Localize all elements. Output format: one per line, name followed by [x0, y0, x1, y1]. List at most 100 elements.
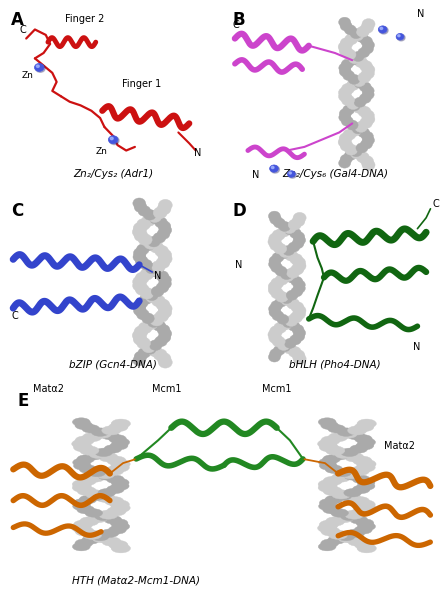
- Circle shape: [345, 453, 364, 462]
- Circle shape: [73, 443, 93, 452]
- Circle shape: [146, 290, 158, 301]
- Circle shape: [340, 21, 352, 31]
- Circle shape: [82, 530, 102, 539]
- Text: bHLH (Pho4-DNA): bHLH (Pho4-DNA): [289, 359, 381, 370]
- Circle shape: [271, 278, 284, 289]
- Circle shape: [293, 257, 306, 268]
- Circle shape: [147, 236, 160, 247]
- Circle shape: [319, 458, 336, 467]
- Circle shape: [287, 298, 300, 309]
- Circle shape: [95, 512, 112, 521]
- Circle shape: [276, 274, 289, 285]
- Circle shape: [321, 421, 339, 430]
- Circle shape: [354, 434, 372, 443]
- Circle shape: [91, 532, 109, 541]
- Circle shape: [318, 480, 337, 489]
- Circle shape: [339, 158, 351, 168]
- Circle shape: [350, 515, 367, 524]
- Circle shape: [358, 522, 375, 530]
- Circle shape: [291, 277, 303, 286]
- Circle shape: [293, 260, 306, 271]
- Circle shape: [292, 350, 305, 361]
- Circle shape: [158, 356, 172, 368]
- Circle shape: [111, 419, 130, 428]
- Circle shape: [157, 325, 170, 335]
- Circle shape: [107, 506, 126, 516]
- Circle shape: [270, 215, 282, 224]
- Circle shape: [288, 171, 295, 177]
- Circle shape: [111, 482, 129, 490]
- Circle shape: [340, 154, 352, 164]
- Circle shape: [156, 299, 170, 311]
- Circle shape: [279, 319, 292, 330]
- Circle shape: [158, 253, 172, 265]
- Circle shape: [107, 485, 124, 494]
- Circle shape: [150, 242, 164, 253]
- Circle shape: [132, 226, 146, 238]
- Circle shape: [356, 32, 368, 43]
- Circle shape: [292, 216, 305, 227]
- Circle shape: [268, 259, 280, 269]
- Circle shape: [277, 340, 290, 350]
- Circle shape: [337, 532, 355, 541]
- Circle shape: [323, 476, 342, 485]
- Circle shape: [345, 25, 356, 35]
- Circle shape: [89, 514, 108, 523]
- Circle shape: [332, 490, 351, 499]
- Circle shape: [356, 442, 374, 450]
- Circle shape: [133, 334, 147, 345]
- Circle shape: [288, 321, 300, 331]
- Circle shape: [157, 229, 170, 239]
- Circle shape: [362, 68, 375, 79]
- Circle shape: [142, 240, 154, 251]
- Circle shape: [271, 166, 280, 173]
- Circle shape: [339, 109, 351, 119]
- Circle shape: [277, 314, 289, 324]
- Circle shape: [72, 524, 91, 533]
- Circle shape: [158, 307, 172, 318]
- Circle shape: [133, 223, 147, 234]
- Circle shape: [155, 217, 168, 228]
- Circle shape: [343, 49, 356, 60]
- Circle shape: [151, 286, 164, 297]
- Circle shape: [352, 475, 370, 484]
- Circle shape: [362, 135, 375, 145]
- Circle shape: [340, 512, 358, 521]
- Circle shape: [353, 76, 366, 86]
- Circle shape: [79, 495, 97, 503]
- Text: N: N: [418, 9, 425, 19]
- Circle shape: [111, 478, 129, 487]
- Circle shape: [378, 26, 387, 33]
- Circle shape: [361, 36, 372, 46]
- Circle shape: [339, 133, 352, 144]
- Circle shape: [331, 451, 349, 460]
- Circle shape: [321, 436, 340, 445]
- Circle shape: [283, 317, 294, 328]
- Circle shape: [350, 147, 362, 157]
- Circle shape: [108, 136, 118, 143]
- Circle shape: [350, 497, 370, 506]
- Circle shape: [272, 311, 284, 321]
- Circle shape: [137, 218, 151, 230]
- Circle shape: [159, 225, 172, 235]
- Circle shape: [325, 465, 343, 473]
- Text: Zn₂/Cys₆ (Gal4-DNA): Zn₂/Cys₆ (Gal4-DNA): [282, 169, 388, 179]
- Text: C: C: [11, 311, 18, 321]
- Circle shape: [279, 342, 291, 352]
- Circle shape: [281, 271, 294, 281]
- Circle shape: [134, 305, 146, 316]
- Text: N: N: [194, 148, 201, 158]
- Circle shape: [362, 114, 375, 125]
- Circle shape: [319, 461, 337, 470]
- Circle shape: [356, 152, 369, 163]
- Circle shape: [107, 456, 126, 465]
- Circle shape: [270, 240, 283, 251]
- Circle shape: [285, 250, 298, 261]
- Circle shape: [138, 206, 151, 216]
- Circle shape: [343, 71, 355, 80]
- Circle shape: [142, 313, 154, 323]
- Circle shape: [271, 288, 284, 299]
- Circle shape: [357, 419, 376, 428]
- Circle shape: [134, 230, 148, 242]
- Circle shape: [101, 529, 119, 538]
